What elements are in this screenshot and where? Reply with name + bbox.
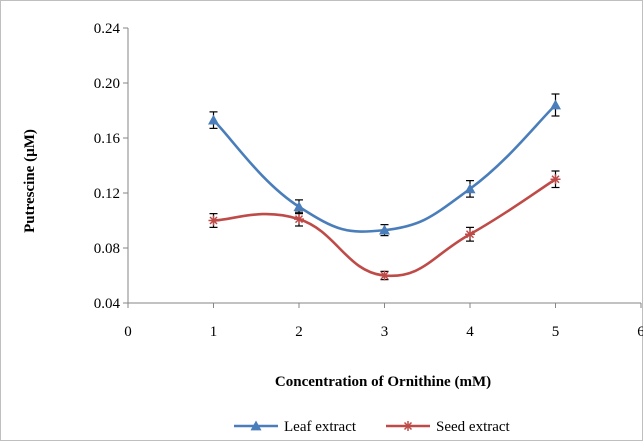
- x-axis: 0 1 2 3 4 5 6: [124, 302, 643, 340]
- x-tick-label: 0: [124, 324, 132, 340]
- data-point: [464, 183, 476, 194]
- legend-item-seed-extract: Seed extract: [386, 419, 511, 435]
- data-point: [550, 99, 561, 110]
- x-tick-label: 1: [210, 324, 218, 340]
- x-tick-label: 5: [552, 324, 560, 340]
- legend-item-leaf-extract: Leaf extract: [234, 419, 357, 435]
- x-tick-label: 4: [466, 324, 474, 340]
- data-point: [379, 224, 390, 235]
- legend-marker: [403, 421, 413, 431]
- y-axis: 0.04 0.08 0.12 0.16 0.20 0.24: [94, 21, 129, 312]
- data-point: [550, 174, 561, 185]
- data-point: [208, 114, 219, 125]
- y-tick-label: 0.20: [94, 76, 120, 92]
- y-tick-label: 0.24: [94, 21, 121, 37]
- legend-label: Seed extract: [436, 419, 511, 435]
- y-tick-label: 0.04: [94, 296, 121, 312]
- data-point: [465, 229, 475, 240]
- legend-marker: [250, 420, 262, 431]
- legend-label: Leaf extract: [284, 419, 357, 435]
- y-tick-label: 0.08: [94, 241, 120, 257]
- legend: Leaf extract Seed extract: [234, 419, 511, 435]
- x-axis-title: Concentration of Ornithine (mM): [275, 374, 491, 390]
- series-layer: [208, 93, 561, 281]
- data-point: [293, 201, 305, 212]
- data-point: [379, 270, 390, 281]
- y-tick-label: 0.12: [94, 186, 120, 202]
- y-axis-title: Putrescine (µM): [22, 129, 38, 233]
- x-tick-label: 2: [295, 324, 303, 340]
- x-tick-label: 3: [381, 324, 389, 340]
- x-tick-label: 6: [637, 324, 643, 340]
- series-leaf-extract: [208, 93, 561, 237]
- series-seed-extract: [208, 170, 561, 281]
- y-tick-label: 0.16: [94, 131, 121, 147]
- data-point: [208, 215, 219, 226]
- data-point: [294, 214, 304, 225]
